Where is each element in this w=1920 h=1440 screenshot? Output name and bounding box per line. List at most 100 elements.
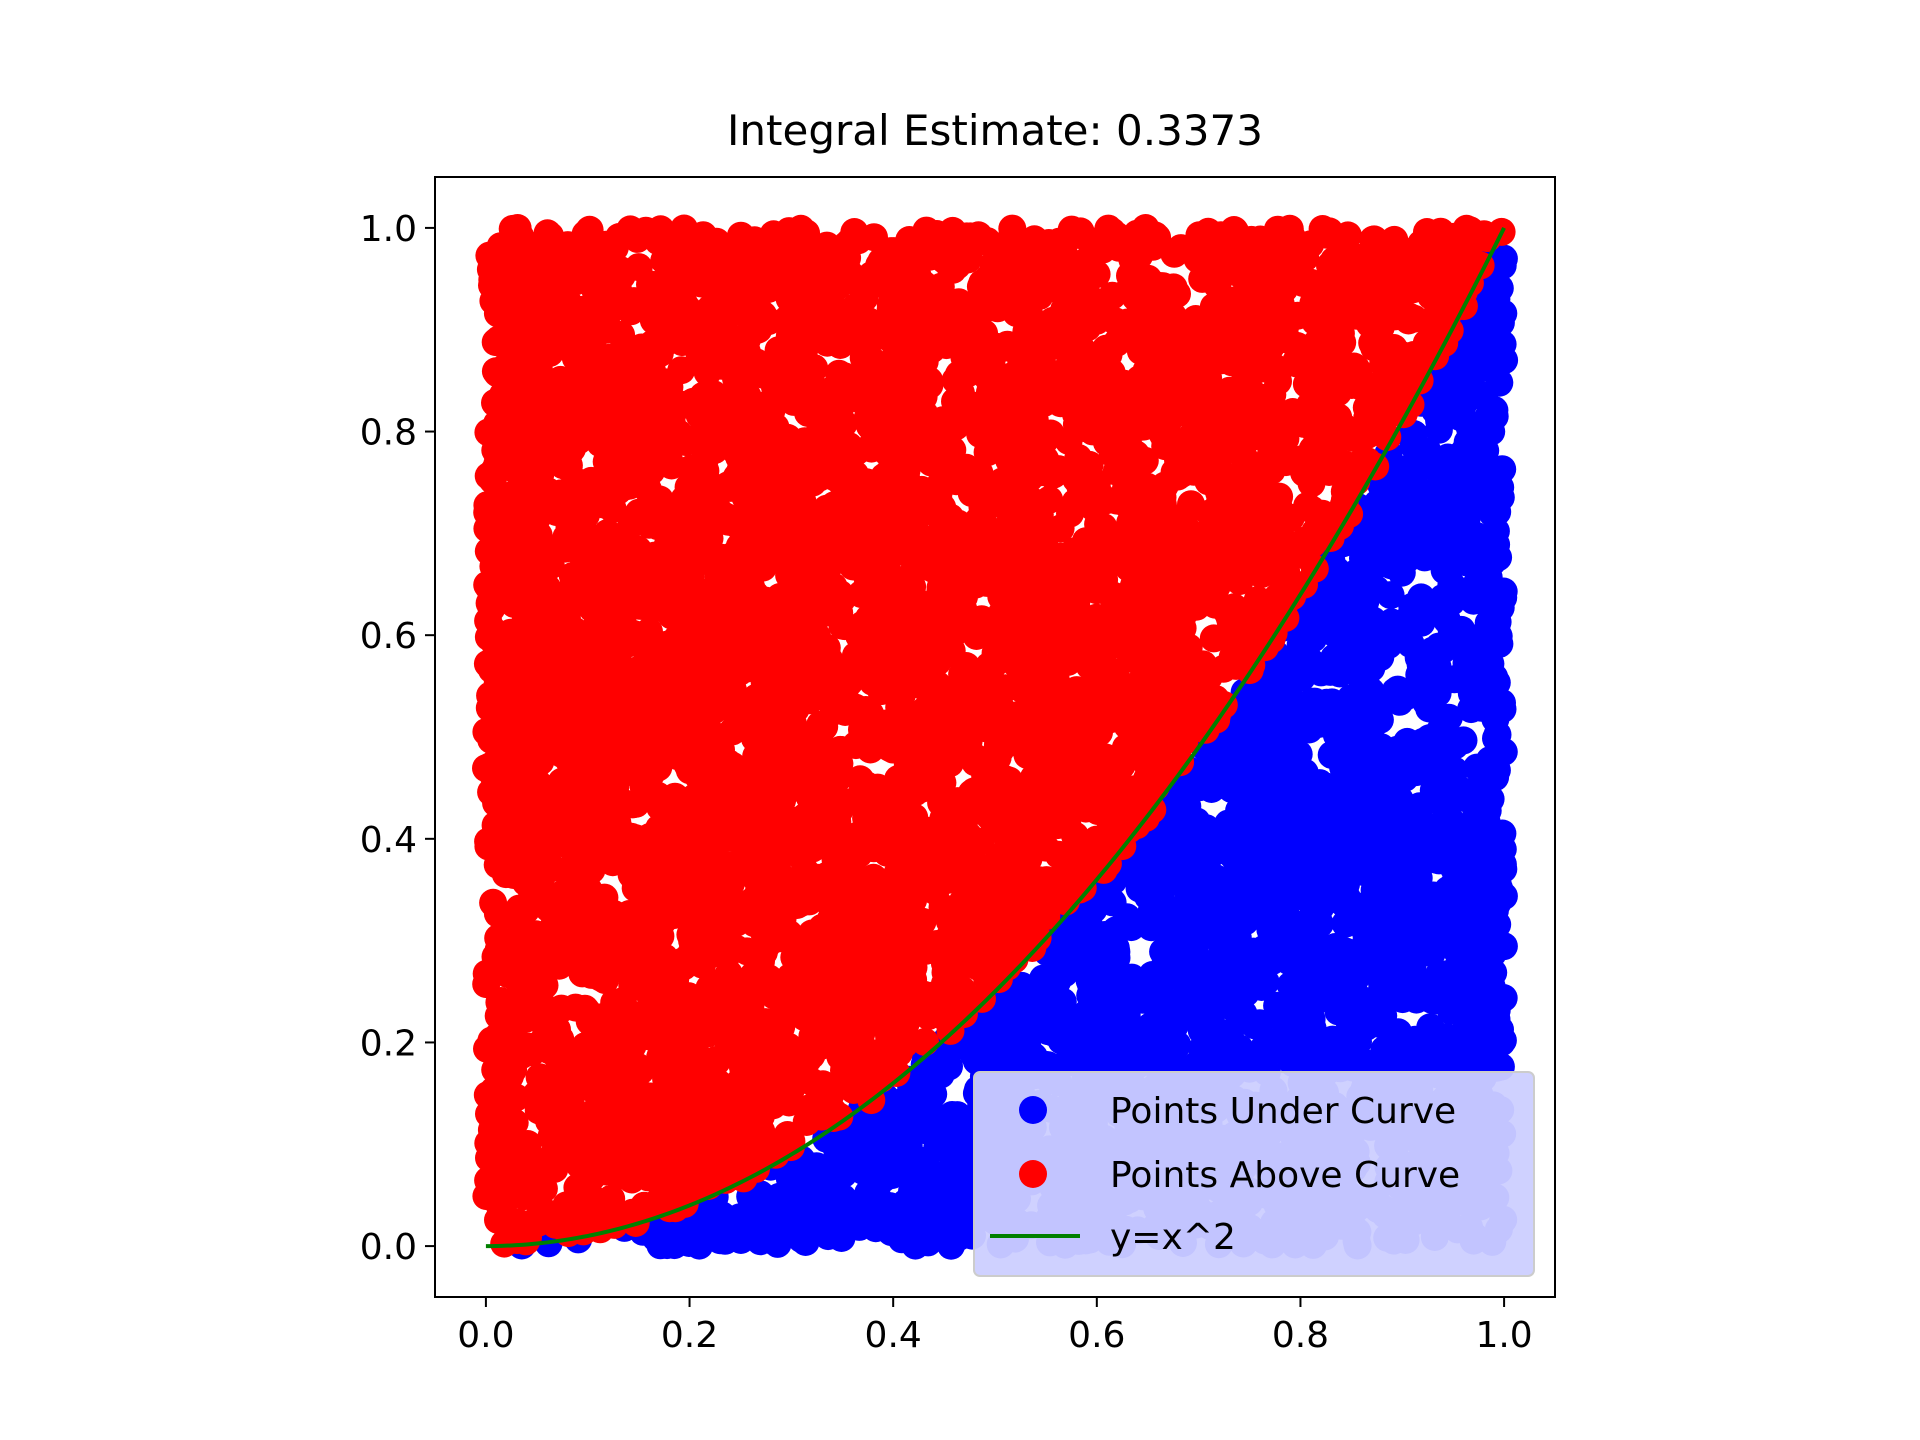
point-under-curve [1341, 891, 1369, 920]
point-under-curve [1480, 396, 1509, 425]
point-under-curve [1485, 629, 1514, 658]
point-under-curve [1407, 826, 1436, 855]
point-under-curve [1489, 244, 1518, 273]
point-under-curve [1404, 893, 1433, 922]
point-under-curve [1333, 980, 1362, 1009]
point-under-curve [1451, 941, 1480, 970]
point-under-curve [1383, 513, 1412, 542]
point-under-curve [892, 1203, 921, 1232]
point-under-curve [1430, 793, 1459, 822]
point-under-curve [1439, 854, 1468, 882]
point-under-curve [1338, 630, 1367, 659]
point-under-curve [1264, 756, 1293, 785]
point-under-curve [1287, 998, 1316, 1027]
point-under-curve [1337, 818, 1366, 847]
point-under-curve [886, 1149, 915, 1178]
point-under-curve [1482, 996, 1511, 1025]
point-under-curve [1479, 495, 1508, 524]
point-under-curve [1234, 822, 1263, 851]
point-under-curve [1405, 792, 1434, 821]
chart-title: Integral Estimate: 0.3373 [727, 106, 1263, 155]
point-under-curve [1102, 1002, 1131, 1031]
point-under-curve [1365, 749, 1394, 778]
point-under-curve [1081, 925, 1110, 954]
point-under-curve [1462, 797, 1491, 826]
point-under-curve [1228, 886, 1257, 915]
point-under-curve [938, 1101, 967, 1129]
point-under-curve [1481, 704, 1510, 732]
point-under-curve [1352, 920, 1381, 949]
point-under-curve [1479, 593, 1508, 622]
point-under-curve [1287, 1044, 1316, 1073]
point-under-curve [1459, 661, 1488, 690]
point-under-curve [1022, 981, 1051, 1010]
point-under-curve [1166, 839, 1195, 868]
point-under-curve [1077, 1009, 1106, 1038]
point-under-curve [1317, 851, 1346, 880]
point-under-curve [841, 1147, 870, 1176]
point-under-curve [1436, 550, 1465, 579]
point-under-curve [1190, 875, 1219, 904]
point-under-curve [1374, 624, 1403, 653]
point-under-curve [1406, 650, 1435, 679]
point-under-curve [1422, 972, 1451, 1001]
point-under-curve [845, 1202, 874, 1231]
point-under-curve [1361, 986, 1390, 1015]
point-under-curve [1325, 659, 1354, 688]
point-under-curve [1133, 868, 1162, 897]
point-under-curve [1392, 1034, 1421, 1063]
point-under-curve [1457, 575, 1486, 604]
point-under-curve [1224, 846, 1253, 875]
point-under-curve [1258, 926, 1287, 955]
point-under-curve [1402, 754, 1431, 782]
point-under-curve [1339, 1045, 1368, 1073]
point-under-curve [1278, 645, 1306, 674]
point-under-curve [892, 1084, 921, 1113]
point-under-curve [1437, 997, 1466, 1025]
point-under-curve [1322, 721, 1351, 750]
point-under-curve [1284, 873, 1313, 902]
point-under-curve [1079, 985, 1108, 1014]
point-under-curve [1141, 1021, 1170, 1050]
point-above-curve [483, 409, 511, 438]
point-under-curve [1153, 991, 1182, 1020]
point-under-curve [1247, 973, 1276, 1001]
point-under-curve [726, 1226, 755, 1254]
point-under-curve [1393, 544, 1422, 573]
point-under-curve [1210, 985, 1239, 1014]
point-under-curve [1385, 947, 1414, 976]
point-under-curve [750, 1186, 779, 1215]
point-under-curve [1266, 795, 1294, 824]
point-under-curve [1457, 695, 1486, 724]
point-under-curve [919, 1080, 948, 1109]
point-under-curve [1483, 888, 1512, 917]
point-under-curve [1341, 750, 1370, 778]
point-under-curve [1140, 899, 1169, 928]
point-under-curve [1427, 713, 1456, 742]
point-under-curve [1240, 776, 1269, 805]
point-under-curve [976, 1042, 1005, 1071]
point-under-curve [1423, 679, 1452, 708]
point-under-curve [1339, 569, 1368, 598]
point-under-curve [790, 1168, 819, 1197]
point-under-curve [1038, 1018, 1067, 1047]
point-under-curve [1197, 775, 1226, 803]
point-under-curve [1353, 841, 1382, 870]
point-under-curve [818, 1180, 847, 1209]
point-under-curve [1434, 894, 1463, 923]
point-under-curve [1305, 909, 1334, 938]
point-under-curve [767, 1209, 796, 1238]
point-under-curve [1466, 548, 1495, 577]
point-under-curve [1461, 423, 1490, 452]
point-under-curve [1368, 785, 1397, 814]
point-under-curve [943, 1197, 972, 1226]
point-under-curve [1284, 950, 1313, 979]
point-under-curve [1198, 839, 1227, 868]
point-under-curve [1473, 331, 1502, 360]
point-under-curve [1227, 718, 1255, 747]
point-under-curve [1164, 791, 1193, 820]
point-under-curve [1373, 895, 1402, 924]
point-under-curve [1418, 486, 1447, 515]
point-under-curve [1183, 816, 1212, 845]
